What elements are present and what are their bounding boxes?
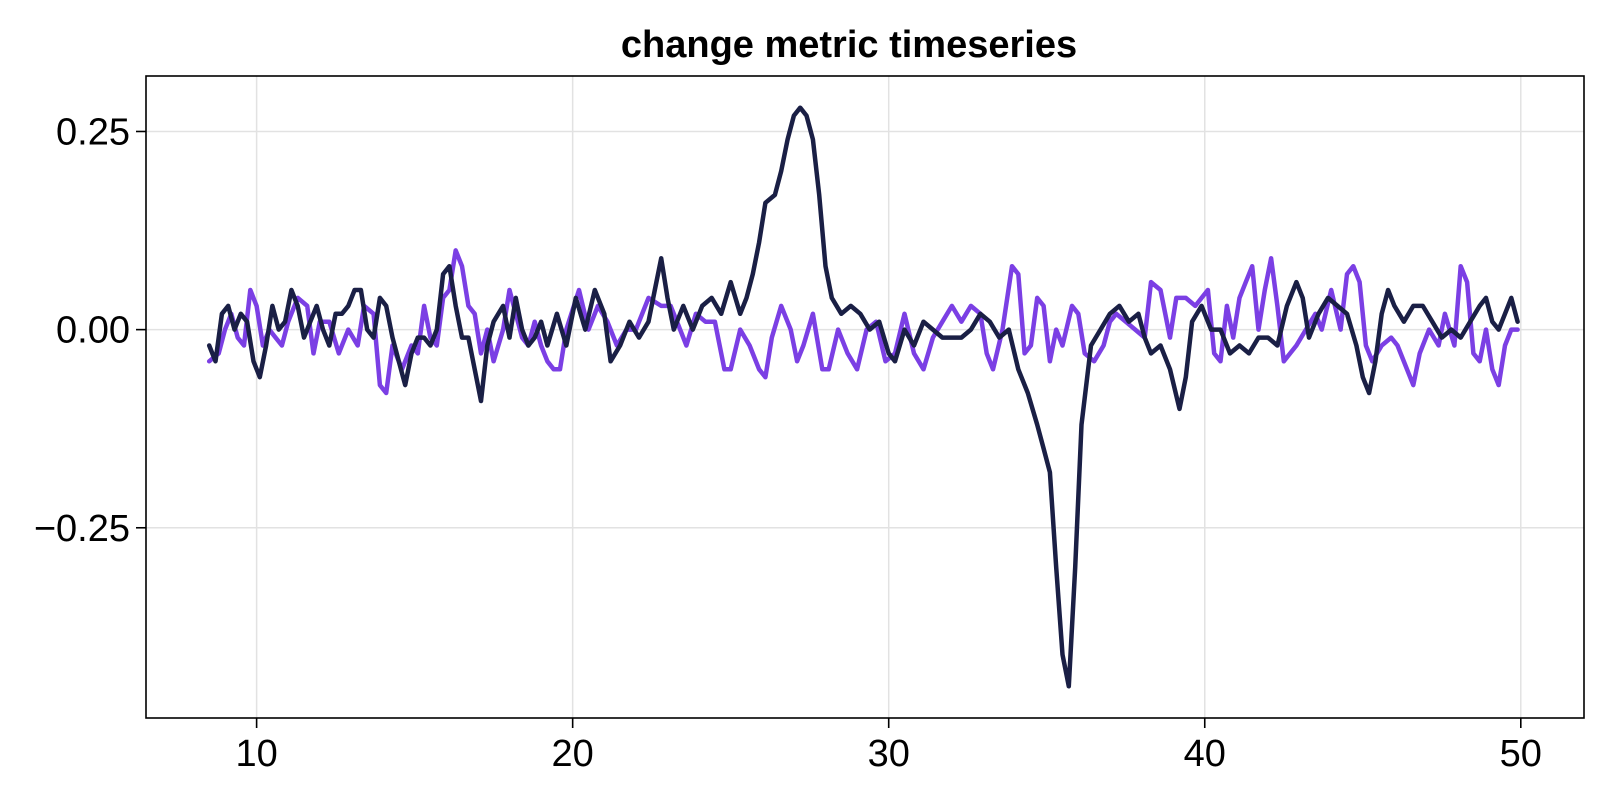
chart-title: change metric timeseries xyxy=(621,24,1077,66)
x-tick-label: 40 xyxy=(1184,733,1226,775)
axis-ticks: 10 20 30 40 50 0.25 0.00 −0.25 xyxy=(34,111,1542,775)
series-line-2 xyxy=(206,105,1520,689)
plot-frame xyxy=(145,75,1585,719)
x-tick-label: 10 xyxy=(235,733,277,775)
series-layer xyxy=(206,105,1520,689)
x-tick-label: 20 xyxy=(552,733,594,775)
y-tick-label: −0.25 xyxy=(34,508,130,550)
grid-lines xyxy=(146,76,1584,718)
x-tick-label: 30 xyxy=(868,733,910,775)
y-tick-label: 0.25 xyxy=(56,111,130,153)
x-tick-label: 50 xyxy=(1500,733,1542,775)
y-tick-label: 0.00 xyxy=(56,310,130,352)
